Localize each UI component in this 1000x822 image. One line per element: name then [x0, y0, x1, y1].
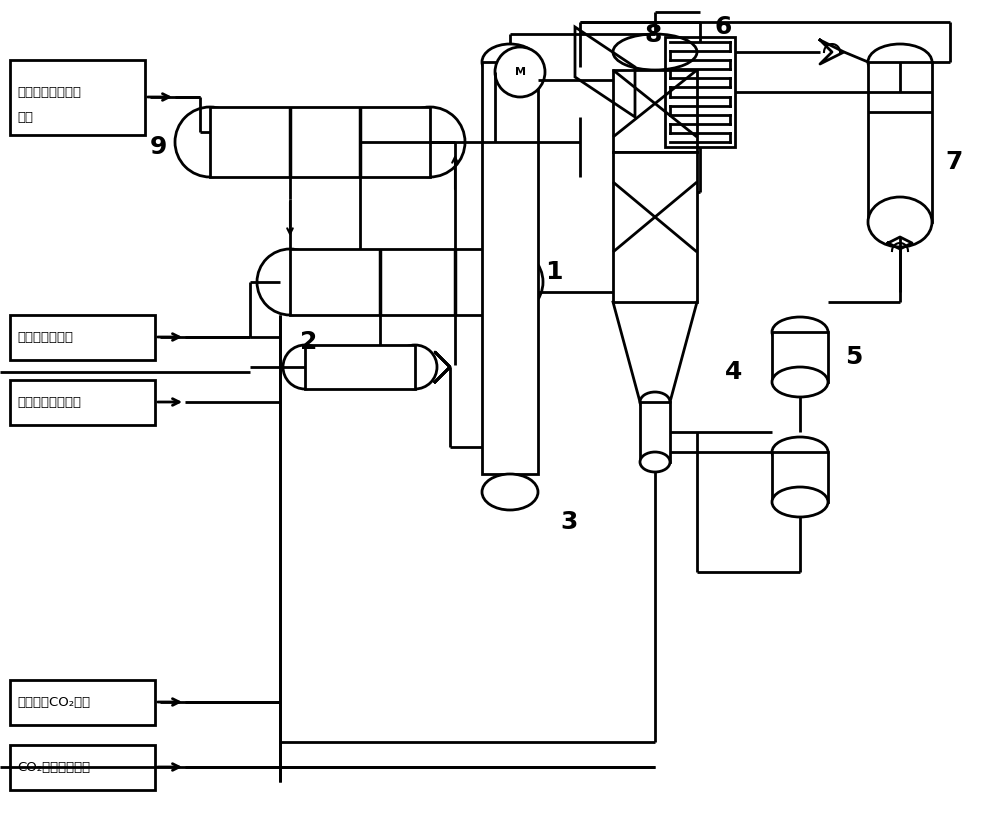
Ellipse shape — [772, 367, 828, 397]
Text: 7: 7 — [945, 150, 962, 174]
Ellipse shape — [395, 107, 465, 177]
Ellipse shape — [482, 44, 538, 80]
Text: 不凝气进入燃料气: 不凝气进入燃料气 — [17, 85, 81, 99]
Text: 6: 6 — [715, 15, 732, 39]
Bar — [10, 745, 155, 789]
Bar — [482, 62, 538, 474]
Text: 5: 5 — [845, 345, 862, 369]
Bar — [772, 452, 828, 502]
Bar — [210, 107, 430, 177]
Ellipse shape — [175, 107, 245, 177]
Bar — [613, 152, 697, 302]
Ellipse shape — [640, 392, 670, 412]
Bar — [868, 62, 932, 222]
Bar — [10, 59, 145, 135]
Text: 塔底液态CO₂外输: 塔底液态CO₂外输 — [17, 695, 90, 709]
Bar — [665, 37, 735, 147]
Ellipse shape — [393, 345, 437, 389]
Text: 系统: 系统 — [17, 110, 33, 123]
Ellipse shape — [868, 44, 932, 80]
Text: M: M — [514, 67, 526, 77]
Ellipse shape — [772, 437, 828, 467]
Ellipse shape — [613, 34, 697, 70]
Bar — [305, 345, 415, 389]
Text: 气氨去制冷机组: 气氨去制冷机组 — [17, 330, 73, 344]
Ellipse shape — [283, 345, 327, 389]
Ellipse shape — [257, 249, 323, 315]
Text: 2: 2 — [300, 330, 317, 354]
Text: 9: 9 — [150, 135, 167, 159]
Text: 液氨来自制冷机组: 液氨来自制冷机组 — [17, 395, 81, 409]
Text: 4: 4 — [725, 360, 742, 384]
Ellipse shape — [868, 197, 932, 247]
Bar — [640, 402, 670, 462]
Bar — [10, 680, 155, 724]
Bar — [10, 380, 155, 424]
Ellipse shape — [482, 474, 538, 510]
Text: 3: 3 — [560, 510, 577, 534]
Bar — [613, 70, 697, 152]
Text: 8: 8 — [645, 23, 662, 47]
Bar — [772, 332, 828, 382]
Bar — [10, 315, 155, 359]
Text: 1: 1 — [545, 260, 562, 284]
Ellipse shape — [477, 249, 543, 315]
Ellipse shape — [772, 487, 828, 517]
Text: CO₂来自长输管线: CO₂来自长输管线 — [17, 760, 90, 774]
Ellipse shape — [495, 47, 545, 97]
Bar — [290, 249, 510, 315]
Ellipse shape — [772, 317, 828, 347]
Ellipse shape — [640, 452, 670, 472]
